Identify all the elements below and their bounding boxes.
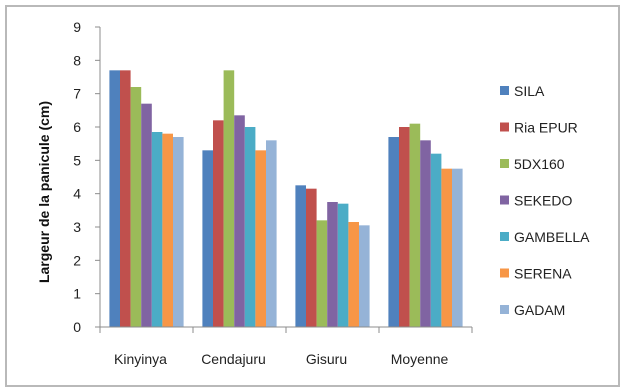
legend-swatch	[500, 159, 509, 168]
legend-swatch	[500, 232, 509, 241]
bar-gambella-gisuru	[337, 203, 349, 327]
bar-gambella-cendajuru	[244, 127, 256, 327]
legend-item: Ria EPUR	[500, 120, 578, 136]
y-tick-label: 0	[73, 319, 81, 335]
axes-group: 0 1 2 3 4 5 6 7 8 9 Kinyinya Cendajuru Gisuru Moyenne	[73, 19, 473, 367]
bar-gadam-cendajuru	[266, 140, 277, 327]
legend-label: 5DX160	[514, 156, 565, 172]
y-axis-title: Largeur de la panicule (cm)	[36, 101, 52, 283]
legend: SILA Ria EPUR 5DX160 SEKEDO GAMBELLA SERENA GA…	[500, 83, 590, 318]
bar-serena-moyenne	[441, 168, 452, 327]
bar-5dx160-cendajuru	[223, 70, 235, 327]
bar-sila-moyenne	[388, 137, 399, 327]
y-tick-label: 1	[73, 286, 81, 302]
y-tick-label: 9	[73, 19, 81, 35]
bar-5dx160-moyenne	[409, 123, 421, 327]
bar-5dx160-kinyinya	[130, 87, 142, 327]
y-tick-label: 3	[73, 219, 81, 235]
y-tick-label: 4	[73, 186, 81, 202]
bar-serena-kinyinya	[162, 133, 173, 327]
bar-gadam-kinyinya	[173, 137, 184, 327]
legend-swatch	[500, 305, 509, 314]
x-category-label: Cendajuru	[201, 351, 266, 367]
legend-item: SILA	[500, 83, 545, 99]
x-category-label: Moyenne	[391, 351, 449, 367]
legend-label: GADAM	[514, 302, 565, 318]
bar-sila-cendajuru	[202, 150, 213, 327]
bar-ria-epur-gisuru	[306, 188, 317, 327]
y-tick-label: 5	[73, 152, 81, 168]
legend-swatch	[500, 195, 509, 205]
y-tick-label: 8	[73, 52, 81, 68]
bar-gambella-kinyinya	[151, 132, 163, 327]
legend-label: SERENA	[514, 266, 572, 282]
bar-sekedo-cendajuru	[234, 115, 245, 327]
legend-label: Ria EPUR	[514, 120, 578, 136]
bar-sila-gisuru	[295, 185, 306, 327]
y-tick-label: 2	[73, 252, 81, 268]
bar-gadam-gisuru	[359, 225, 370, 327]
legend-label: SILA	[514, 83, 545, 99]
bar-5dx160-gisuru	[316, 220, 328, 327]
bars-group	[109, 70, 463, 327]
bar-gadam-moyenne	[452, 168, 463, 327]
legend-swatch	[500, 122, 509, 132]
legend-label: GAMBELLA	[514, 229, 590, 245]
bar-ria-epur-moyenne	[399, 127, 410, 327]
legend-item: GAMBELLA	[500, 229, 590, 245]
bar-sekedo-kinyinya	[141, 103, 152, 327]
bar-sekedo-moyenne	[420, 140, 431, 327]
bar-gambella-moyenne	[430, 153, 442, 327]
legend-swatch	[500, 86, 509, 95]
bar-serena-gisuru	[348, 222, 359, 327]
legend-item: 5DX160	[500, 156, 565, 172]
legend-swatch	[500, 268, 509, 278]
legend-item: GADAM	[500, 302, 565, 318]
bar-ria-epur-kinyinya	[120, 70, 131, 327]
bar-sila-kinyinya	[109, 70, 120, 327]
legend-label: SEKEDO	[514, 193, 572, 209]
x-category-label: Kinyinya	[114, 351, 167, 367]
y-tick-label: 6	[73, 119, 81, 135]
bar-serena-cendajuru	[255, 150, 266, 327]
legend-item: SERENA	[500, 266, 572, 282]
x-category-label: Gisuru	[306, 351, 347, 367]
legend-item: SEKEDO	[500, 193, 572, 209]
y-tick-label: 7	[73, 86, 81, 102]
bar-ria-epur-cendajuru	[213, 120, 224, 327]
bar-sekedo-gisuru	[327, 202, 338, 327]
